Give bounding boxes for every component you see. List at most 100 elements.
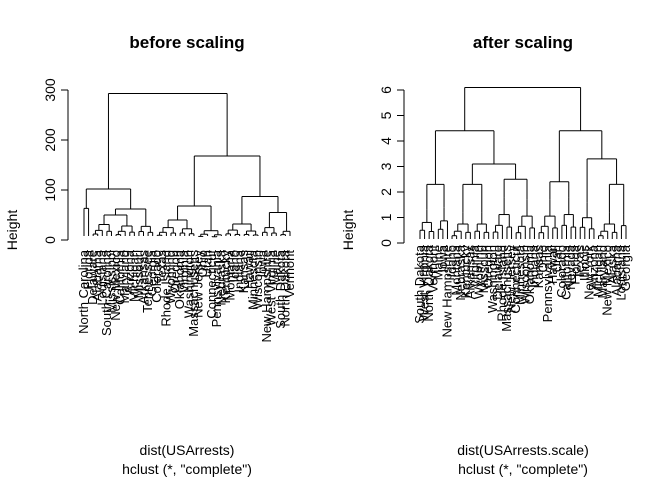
leaf-label: Washington	[181, 250, 196, 318]
leaf-label: Idaho	[444, 245, 459, 278]
leaf-label: New Mexico	[600, 245, 615, 316]
leaf-label: Utah	[549, 245, 564, 272]
chart-title: before scaling	[129, 33, 244, 52]
leaf-label: Missouri	[476, 245, 491, 294]
method-subtitle: hclust (*, "complete")	[458, 461, 588, 477]
y-axis: 0 100 200 300	[42, 78, 69, 244]
leaf-label: Kansas	[531, 245, 546, 289]
leaf-label: Illinois	[577, 245, 592, 282]
leaf-label: Hawaii	[241, 250, 256, 289]
y-tick-label: 6	[378, 86, 394, 94]
panel-after-scaling: after scaling Height 0 1 2 3 4 5 6 South Dakot…	[340, 33, 633, 477]
leaf-label: Nebraska	[213, 249, 228, 305]
leaf-label: Massachusetts	[499, 245, 514, 332]
leaf-label: Massachusetts	[186, 250, 201, 337]
leaf-label: Indiana	[526, 244, 541, 287]
y-axis-label: Height	[4, 210, 20, 251]
leaf-label: Minnesota	[513, 244, 528, 305]
leaf-label: Rhode Island	[494, 245, 509, 322]
leaf-label: Texas	[572, 245, 587, 279]
leaf-label: Florida	[81, 249, 96, 290]
leaf-label: Mississippi	[103, 250, 118, 313]
leaf-label: Washington	[485, 245, 500, 313]
leaf-label: South Carolina	[99, 249, 114, 336]
leaf-label: Ohio	[195, 250, 210, 277]
leaf-label: Kentucky	[218, 250, 233, 304]
leaf-label: Wisconsin	[517, 245, 532, 304]
leaf-label: Michigan	[126, 250, 141, 302]
leaf-label: New Jersey	[504, 245, 519, 313]
leaf-label: California	[558, 244, 573, 300]
leaf-label: Montana	[449, 244, 464, 295]
leaf-label: Arizona	[122, 249, 137, 294]
leaf-label: Arizona	[586, 244, 601, 289]
leaf-label: Connecticut	[508, 245, 523, 314]
leaf-label: New Jersey	[190, 250, 205, 318]
method-subtitle: hclust (*, "complete")	[122, 461, 252, 477]
y-axis-label: Height	[340, 210, 356, 251]
y-tick-label: 0	[42, 236, 58, 244]
leaf-label: New York	[581, 245, 596, 300]
leaf-label: North Dakota	[421, 244, 436, 321]
leaf-label: Alaska	[604, 244, 619, 284]
y-tick-label: 200	[42, 128, 58, 152]
leaf-label: Oregon	[168, 250, 183, 293]
leaf-label: Connecticut	[204, 250, 219, 319]
leaf-label: Maine	[430, 245, 445, 280]
panel-before-scaling: before scaling Height 0 100 200 300 North C…	[4, 33, 297, 477]
leaf-label: North Carolina	[76, 249, 91, 334]
y-tick-label: 1	[378, 213, 394, 221]
y-tick-label: 3	[378, 162, 394, 170]
leaf-label: Virginia	[177, 249, 192, 293]
leaf-label: North Dakota	[277, 249, 292, 326]
leaf-label: Wyoming	[472, 245, 487, 299]
leaf-label: Missouri	[131, 250, 146, 299]
leaf-label: Georgia	[145, 249, 160, 296]
y-tick-label: 0	[378, 239, 394, 247]
leaf-label: Virginia	[467, 244, 482, 288]
x-axis-label: dist(USArrests)	[140, 442, 235, 458]
leaf-label: South Dakota	[412, 244, 427, 324]
leaf-label: New Hampshire	[439, 245, 454, 337]
leaf-label: Texas	[154, 250, 169, 284]
y-tick-label: 4	[378, 137, 394, 145]
leaf-label: Arkansas	[462, 245, 477, 300]
leaf-label: Maine	[268, 250, 283, 285]
leaf-label: Arkansas	[136, 250, 151, 305]
leaf-label: Delaware	[490, 245, 505, 300]
leaf-label: Louisiana	[94, 249, 109, 305]
leaf-label: Indiana	[232, 249, 247, 292]
leaf-label: Maryland	[595, 245, 610, 298]
y-tick-label: 300	[42, 78, 58, 102]
leaf-label: Pennsylvania	[209, 249, 224, 327]
leaf-label: Nebraska	[453, 244, 468, 300]
leaf-label: Oklahoma	[172, 249, 187, 309]
leaf-label: Kentucky	[458, 245, 473, 299]
leaf-label: Utah	[200, 250, 215, 277]
dendrogram-tree	[419, 86, 627, 239]
y-axis: 0 1 2 3 4 5 6	[378, 86, 405, 247]
y-tick-label: 100	[42, 178, 58, 202]
leaf-label: Kansas	[236, 250, 251, 294]
leaf-label: Nevada	[563, 244, 578, 290]
leaf-label: Colorado	[554, 245, 569, 298]
leaf-label: Ohio	[536, 245, 551, 272]
leaf-label: Rhode Island	[158, 250, 173, 327]
leaf-label: Montana	[222, 249, 237, 300]
leaf-label: West Virginia	[264, 249, 279, 326]
leaf-label: Iowa	[255, 249, 270, 277]
leaf-label: New Mexico	[108, 250, 123, 321]
leaf-label: New Hampshire	[259, 250, 274, 342]
leaf-label: Michigan	[591, 245, 606, 297]
leaf-label: Oklahoma	[522, 244, 537, 304]
leaf-label: Wyoming	[163, 250, 178, 304]
y-tick-label: 5	[378, 111, 394, 119]
leaf-label: Minnesota	[245, 249, 260, 310]
leaf-label: Colorado	[149, 250, 164, 303]
leaf-label: Alabama	[609, 244, 624, 296]
dendrogram-tree	[83, 93, 291, 238]
leaf-label: West Virginia	[417, 244, 432, 321]
leaf-labels: North CarolinaFloridaDelawareAlabamaLoui…	[76, 249, 297, 342]
